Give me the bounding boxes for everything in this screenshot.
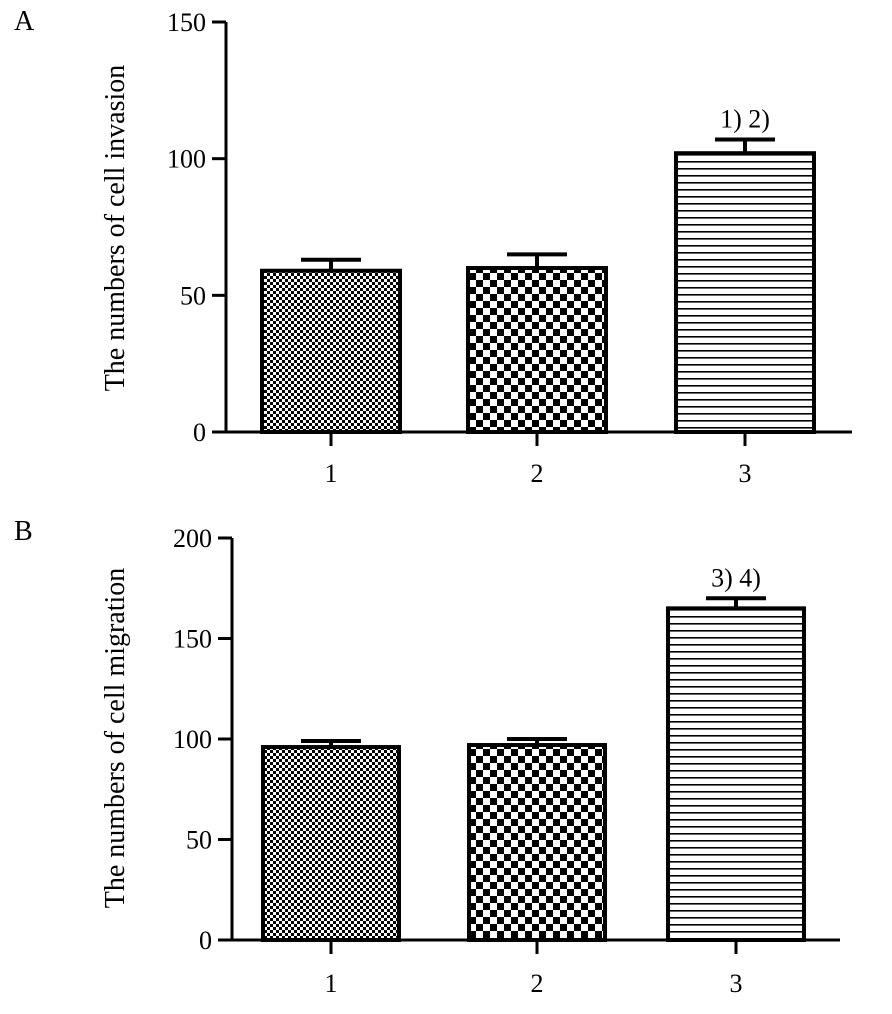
- panel-a-y-ticks: 0 50 100 150: [167, 8, 226, 447]
- panel-a-x-ticks: 1 2 3: [325, 432, 752, 488]
- significance-label: 1) 2): [720, 105, 770, 134]
- bar-3: [666, 606, 806, 942]
- y-tick-label: 0: [199, 926, 212, 955]
- panel-b-x-ticks: 1 2 3: [325, 940, 743, 998]
- x-tick-label: 3: [730, 969, 743, 998]
- chart-panel-b: B The numbers of cell migration 0 50 100 15…: [14, 516, 840, 998]
- bar-1: [261, 745, 401, 942]
- bar-2: [467, 743, 607, 943]
- y-tick-label: 0: [193, 418, 206, 447]
- panel-b-label: B: [14, 516, 33, 547]
- x-tick-label: 1: [325, 459, 338, 488]
- y-tick-label: 150: [167, 8, 206, 37]
- panel-b-y-ticks: 0 50 100 150 200: [173, 524, 232, 955]
- y-tick-label: 150: [173, 625, 212, 654]
- x-tick-label: 2: [531, 459, 544, 488]
- chart-panel-a: A The numbers of cell invasion 0 50 100 150…: [14, 6, 852, 488]
- y-tick-label: 100: [167, 145, 206, 174]
- panel-b-y-axis-title: The numbers of cell migration: [100, 568, 131, 909]
- panel-a-label: A: [14, 6, 35, 37]
- y-tick-label: 50: [186, 826, 212, 855]
- bar-2: [466, 266, 608, 434]
- y-tick-label: 100: [173, 725, 212, 754]
- y-tick-label: 200: [173, 524, 212, 553]
- x-tick-label: 1: [325, 969, 338, 998]
- panel-b-bars: 3) 4): [261, 563, 806, 943]
- panel-a-bars: 1) 2): [260, 105, 816, 434]
- panel-a-y-axis-title: The numbers of cell invasion: [100, 65, 131, 392]
- x-tick-label: 2: [531, 969, 544, 998]
- bar-1: [260, 268, 402, 434]
- significance-label: 3) 4): [711, 563, 761, 592]
- y-tick-label: 50: [180, 281, 206, 310]
- x-tick-label: 3: [739, 459, 752, 488]
- bar-3: [674, 151, 816, 434]
